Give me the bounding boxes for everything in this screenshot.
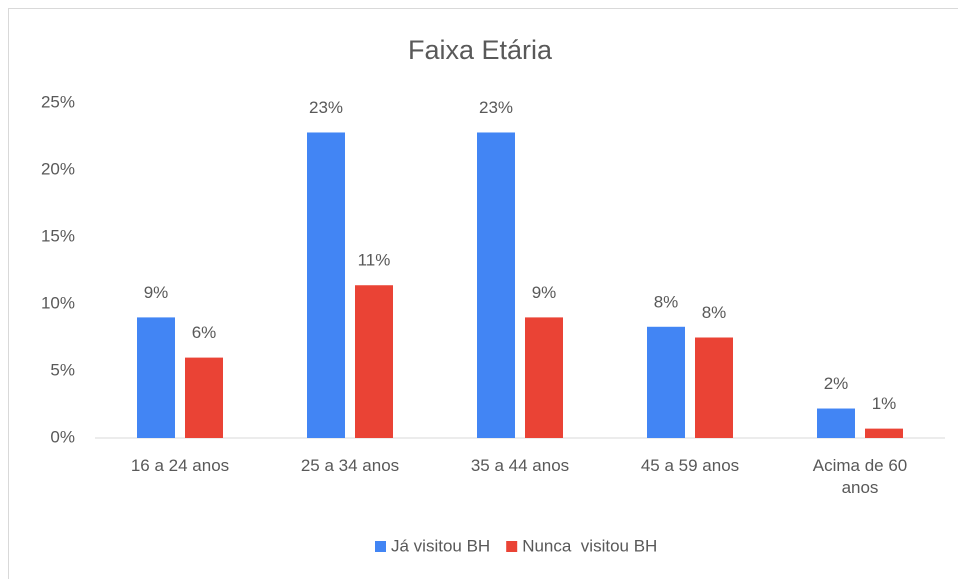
data-label: 8% bbox=[702, 303, 727, 322]
x-tick-label: 35 a 44 anos bbox=[470, 456, 570, 475]
data-label: 23% bbox=[309, 98, 343, 117]
y-tick-label: 25% bbox=[41, 92, 75, 111]
data-label: 11% bbox=[358, 251, 391, 270]
y-tick-label: 5% bbox=[50, 360, 75, 379]
data-label: 1% bbox=[872, 394, 897, 413]
bar bbox=[307, 132, 345, 439]
y-tick-label: 10% bbox=[41, 293, 75, 312]
bar bbox=[525, 317, 563, 438]
data-label: 23% bbox=[479, 98, 513, 117]
data-label: 9% bbox=[532, 283, 557, 302]
legend-swatch bbox=[375, 541, 386, 552]
data-label: 8% bbox=[654, 292, 679, 311]
chart-title: Faixa Etária bbox=[408, 35, 553, 65]
data-label: 9% bbox=[144, 283, 169, 302]
data-label: 6% bbox=[192, 323, 217, 342]
legend-label: Nunca visitou BH bbox=[522, 536, 657, 555]
data-label: 2% bbox=[824, 374, 849, 393]
x-tick-label: Acima de 60 anos bbox=[812, 456, 908, 497]
bar bbox=[185, 357, 223, 438]
x-tick-label: 16 a 24 anos bbox=[130, 456, 230, 475]
x-tick-label: 25 a 34 anos bbox=[300, 456, 400, 475]
y-tick-label: 20% bbox=[41, 159, 75, 178]
legend-swatch bbox=[506, 541, 518, 552]
legend-label: Já visitou BH bbox=[391, 536, 490, 555]
bar bbox=[477, 132, 515, 439]
bar bbox=[865, 428, 903, 438]
bar bbox=[817, 408, 855, 438]
bar bbox=[695, 337, 733, 438]
y-tick-label: 15% bbox=[41, 226, 75, 245]
bar bbox=[137, 317, 175, 438]
y-tick-label: 0% bbox=[50, 427, 75, 446]
chart-frame bbox=[8, 8, 958, 579]
bar bbox=[647, 326, 685, 438]
bar bbox=[355, 285, 393, 438]
x-tick-label: 45 a 59 anos bbox=[640, 456, 740, 475]
